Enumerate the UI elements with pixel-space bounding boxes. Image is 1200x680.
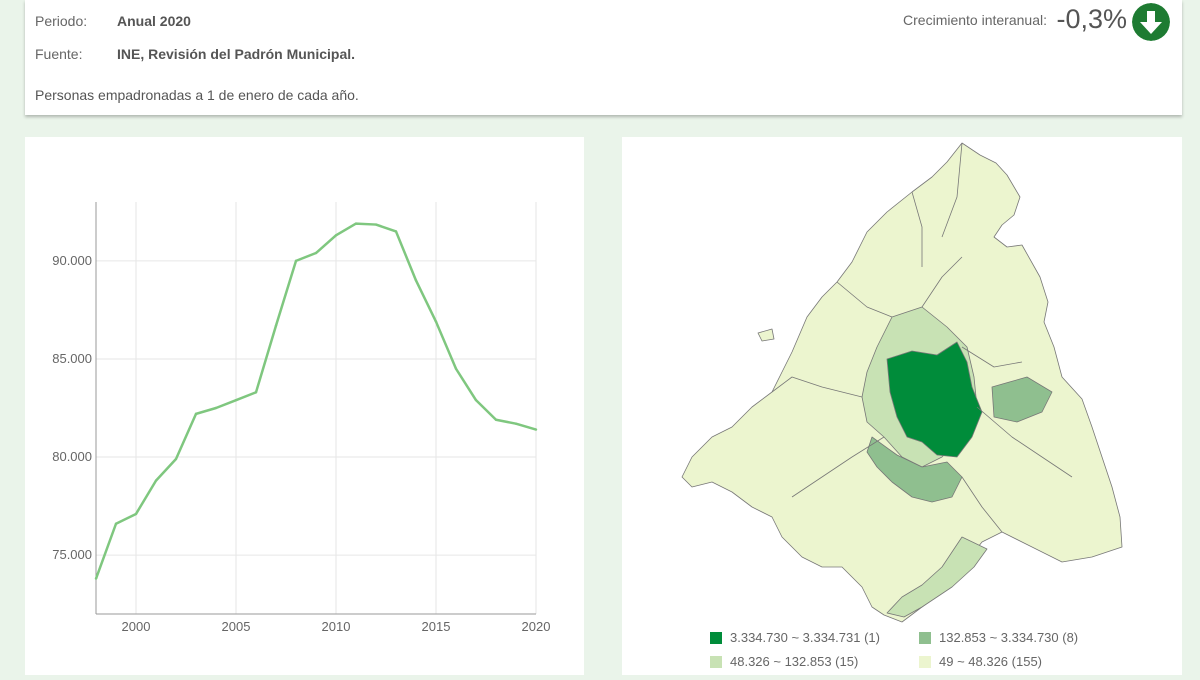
data-point: [454, 367, 458, 370]
period-label: Periodo:: [35, 13, 88, 29]
series-line: [94, 222, 537, 580]
map-panel: 3.334.730 ~ 3.334.731 (1) 132.853 ~ 3.334…: [622, 137, 1182, 675]
data-point: [294, 259, 298, 263]
legend-label: 3.334.730 ~ 3.334.731 (1): [730, 630, 880, 645]
data-point: [274, 324, 278, 327]
legend-item: 3.334.730 ~ 3.334.731 (1): [710, 630, 880, 645]
data-point: [434, 320, 438, 323]
data-point: [374, 223, 378, 226]
source-label: Fuente:: [35, 46, 83, 62]
y-tick-label: 85.000: [52, 351, 92, 366]
y-tick-label: 80.000: [52, 449, 92, 464]
x-tick-label: 2005: [222, 619, 251, 634]
data-point: [154, 479, 158, 482]
legend-item: 132.853 ~ 3.334.730 (8): [919, 630, 1078, 645]
legend-label: 49 ~ 48.326 (155): [939, 654, 1042, 669]
population-line-chart: 75.000 80.000 85.000 90.000 2000 2005 2010 2015…: [52, 202, 551, 634]
map-south-ring: [866, 436, 963, 503]
map-south-strip: [886, 536, 988, 618]
legend-item: 48.326 ~ 132.853 (15): [710, 654, 858, 669]
legend-swatch: [710, 631, 722, 644]
x-tick-label: 2015: [422, 619, 451, 634]
data-point: [514, 422, 518, 425]
y-tick-label: 75.000: [52, 547, 92, 562]
data-point: [114, 522, 118, 525]
data-point: [354, 222, 358, 225]
data-point: [214, 406, 218, 410]
data-point: [394, 230, 398, 233]
data-point: [134, 512, 138, 516]
chart-panel: 75.000 80.000 85.000 90.000 2000 2005 2010 2015…: [25, 137, 584, 675]
legend-item: 49 ~ 48.326 (155): [919, 654, 1042, 669]
growth-value: -0,3%: [1056, 4, 1127, 34]
municipality-choropleth-map: [681, 142, 1123, 623]
map-madrid-core: [886, 341, 983, 458]
data-point: [334, 234, 338, 237]
legend-swatch: [919, 655, 931, 668]
map-east-ring: [991, 376, 1053, 423]
arrow-down-circle-icon: [1132, 3, 1170, 41]
data-point: [174, 457, 178, 461]
data-point: [414, 279, 418, 282]
x-tick-label: 2020: [522, 619, 551, 634]
data-point: [494, 418, 498, 421]
x-tick-label: 2000: [122, 619, 151, 634]
data-point: [194, 412, 198, 416]
growth-label: Crecimiento interanual:: [903, 12, 1047, 28]
period-value: Anual 2020: [117, 13, 191, 29]
data-point: [474, 398, 478, 402]
data-point: [94, 577, 98, 580]
map-border-north: [771, 142, 1073, 533]
data-point: [254, 391, 258, 394]
data-point: [234, 398, 238, 402]
map-island: [757, 328, 775, 342]
note-text: Personas empadronadas a 1 de enero de ca…: [35, 87, 359, 103]
data-point: [314, 251, 318, 255]
y-tick-label: 90.000: [52, 253, 92, 268]
legend-swatch: [919, 631, 931, 644]
x-tick-label: 2010: [322, 619, 351, 634]
legend-swatch: [710, 655, 722, 668]
legend-label: 132.853 ~ 3.334.730 (8): [939, 630, 1079, 645]
data-point: [534, 428, 538, 431]
info-card: Periodo: Anual 2020 Fuente: INE, Revisió…: [25, 0, 1182, 115]
source-value: INE, Revisión del Padrón Municipal.: [117, 46, 356, 62]
legend-label: 48.326 ~ 132.853 (15): [730, 654, 859, 669]
